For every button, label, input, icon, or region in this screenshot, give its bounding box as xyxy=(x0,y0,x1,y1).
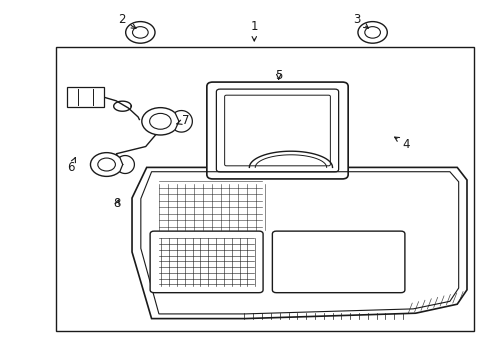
Circle shape xyxy=(125,22,155,43)
Text: 2: 2 xyxy=(118,13,136,28)
FancyBboxPatch shape xyxy=(224,95,330,166)
FancyBboxPatch shape xyxy=(150,231,263,293)
FancyBboxPatch shape xyxy=(206,82,347,179)
Text: 1: 1 xyxy=(250,21,258,41)
Text: 5: 5 xyxy=(274,69,282,82)
Text: 6: 6 xyxy=(67,158,75,174)
Text: 4: 4 xyxy=(394,137,409,150)
Circle shape xyxy=(90,153,122,176)
Text: 7: 7 xyxy=(176,114,189,127)
FancyBboxPatch shape xyxy=(272,231,404,293)
Bar xyxy=(156,236,256,288)
Text: 8: 8 xyxy=(113,197,121,210)
Circle shape xyxy=(357,22,386,43)
PathPatch shape xyxy=(132,167,466,319)
Bar xyxy=(67,87,103,107)
Bar xyxy=(56,47,473,331)
Text: 3: 3 xyxy=(352,13,367,28)
FancyBboxPatch shape xyxy=(216,89,338,172)
Polygon shape xyxy=(175,111,192,132)
Circle shape xyxy=(142,108,179,135)
Polygon shape xyxy=(120,156,134,174)
